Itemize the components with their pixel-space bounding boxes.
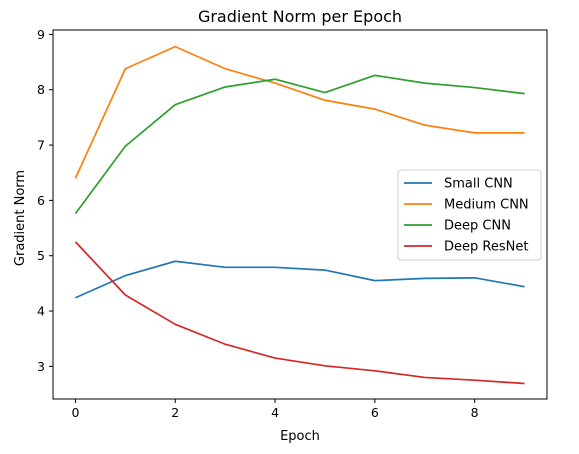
y-tick-label: 6	[37, 193, 45, 208]
y-tick-label: 7	[37, 138, 45, 153]
series-layer	[74, 45, 525, 385]
x-tick-label: 8	[471, 405, 479, 420]
plot-frame	[52, 29, 548, 400]
y-axis-label: Gradient Norm	[13, 170, 28, 266]
chart-title: Gradient Norm per Epoch	[198, 7, 402, 26]
x-tick-label: 2	[171, 405, 179, 420]
legend-label-deep-resnet: Deep ResNet	[444, 240, 528, 255]
legend-label-deep-cnn: Deep CNN	[444, 219, 511, 234]
x-tick-label: 0	[71, 405, 79, 420]
legend-box	[397, 169, 542, 261]
x-tick-label: 6	[371, 405, 379, 420]
y-tick-label: 3	[37, 359, 45, 374]
series-line-medium-cnn	[74, 45, 525, 179]
x-axis-label: Epoch	[280, 429, 320, 444]
y-tick-label: 8	[37, 82, 45, 97]
series-line-small-cnn	[75, 260, 525, 299]
series-line-deep-cnn	[74, 74, 525, 215]
legend: Small CNN Medium CNN Deep CNN Deep ResNet	[397, 169, 542, 261]
y-tick-label: 5	[37, 248, 45, 263]
x-tick-label: 4	[271, 405, 279, 420]
series-line-deep-resnet	[74, 241, 525, 385]
y-tick-label: 9	[37, 27, 45, 42]
legend-label-small-cnn: Small CNN	[444, 177, 513, 192]
legend-label-medium-cnn: Medium CNN	[444, 198, 529, 213]
x-axis: 0 2 4 6 8	[71, 399, 479, 420]
y-axis: 3 4 5 6 7 8 9	[37, 27, 53, 374]
y-tick-label: 4	[37, 304, 45, 319]
